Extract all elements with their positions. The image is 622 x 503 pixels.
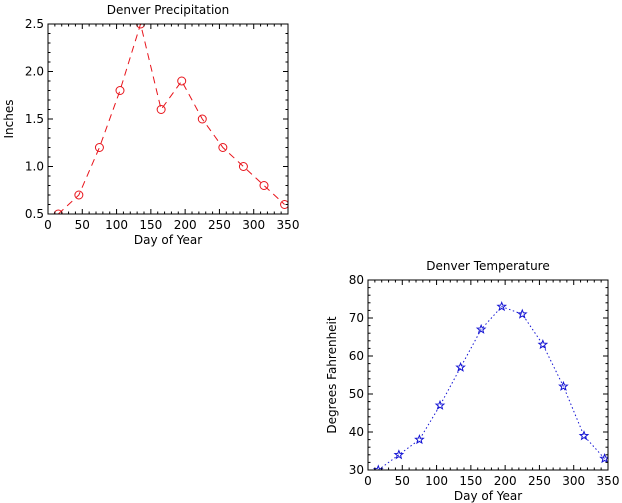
x-tick-label: 200: [174, 218, 197, 232]
data-point-precip: [238, 162, 248, 171]
x-tick-label: 50: [395, 474, 410, 488]
y-tick-label: 1.5: [25, 112, 44, 126]
data-point-precip: [74, 190, 84, 200]
temperature-chart: Denver Temperature Day of Year Degrees F…: [325, 259, 619, 503]
data-point-temp: [516, 308, 528, 319]
x-tick-label: 350: [277, 218, 300, 232]
x-tick-label: 100: [425, 474, 448, 488]
temperature-chart-title: Denver Temperature: [426, 259, 549, 273]
series-line-precip-0: [57, 24, 285, 214]
temperature-x-axis-label: Day of Year: [454, 489, 522, 503]
data-point-temp: [496, 301, 508, 312]
data-point-temp: [393, 449, 405, 460]
x-tick-label: 250: [208, 218, 231, 232]
x-tick-label: 100: [105, 218, 128, 232]
x-tick-label: 0: [44, 218, 52, 232]
data-point-temp: [475, 323, 487, 334]
temperature-y-axis-label: Degrees Fahrenheit: [325, 316, 339, 433]
y-tick-label: 50: [349, 387, 364, 401]
data-point-temp: [537, 339, 549, 350]
x-tick-label: 350: [597, 474, 620, 488]
data-point-temp: [434, 399, 446, 410]
y-tick-label: 40: [349, 425, 364, 439]
x-tick-label: 150: [459, 474, 482, 488]
data-point-precip: [197, 114, 207, 124]
data-point-precip: [136, 24, 146, 29]
y-tick-label: 70: [349, 311, 364, 325]
y-tick-label: 30: [349, 463, 364, 477]
data-point-precip: [115, 86, 125, 95]
data-point-precip: [177, 76, 187, 86]
precipitation-chart: Denver Precipitation Day of Year Inches …: [2, 3, 299, 247]
y-tick-label: 2.0: [25, 65, 44, 79]
x-tick-label: 200: [494, 474, 517, 488]
data-point-temp: [578, 430, 590, 441]
x-tick-label: 150: [139, 218, 162, 232]
y-tick-label: 80: [349, 273, 364, 287]
data-point-precip: [259, 181, 269, 190]
x-tick-label: 0: [364, 474, 372, 488]
x-tick-label: 250: [528, 474, 551, 488]
x-tick-label: 300: [242, 218, 265, 232]
data-point-precip: [218, 143, 228, 152]
precipitation-y-axis-label: Inches: [2, 100, 16, 139]
data-point-temp: [414, 434, 425, 445]
series-line-temp-0: [377, 306, 605, 470]
x-tick-label: 300: [562, 474, 585, 488]
precipitation-plot-frame: [47, 23, 289, 215]
y-tick-label: 1.0: [25, 160, 44, 174]
y-tick-label: 60: [349, 349, 364, 363]
y-tick-label: 2.5: [25, 17, 44, 31]
y-tick-label: 0.5: [25, 207, 44, 221]
precipitation-x-axis-label: Day of Year: [134, 233, 202, 247]
data-point-temp: [455, 361, 466, 372]
data-point-precip: [280, 200, 288, 209]
data-point-precip: [53, 209, 63, 214]
x-tick-label: 50: [75, 218, 90, 232]
precipitation-chart-title: Denver Precipitation: [107, 3, 229, 17]
temperature-plot-frame: [367, 279, 609, 471]
data-point-precip: [156, 105, 166, 114]
data-point-temp: [558, 380, 569, 391]
data-point-precip: [94, 143, 104, 152]
precipitation-marks: [53, 24, 288, 214]
